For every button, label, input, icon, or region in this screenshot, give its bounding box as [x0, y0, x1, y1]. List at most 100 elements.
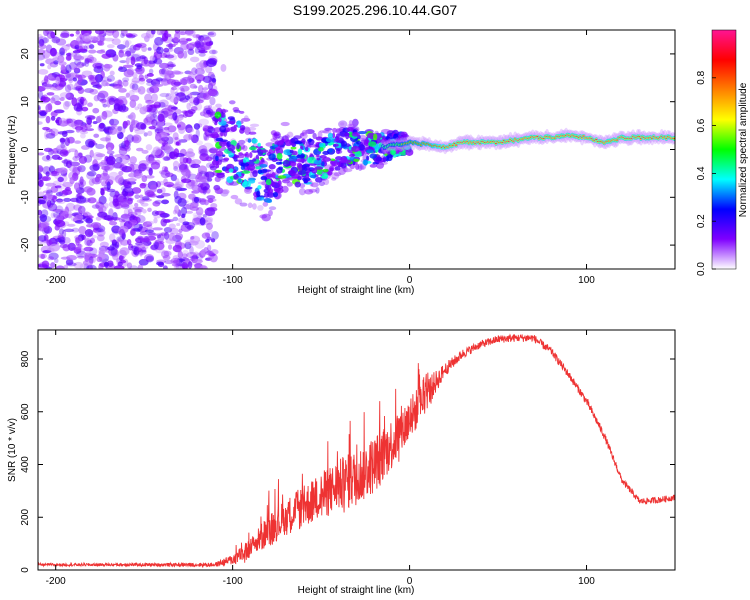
- transition-blob: [221, 189, 230, 195]
- noise-blob: [180, 206, 188, 216]
- noise-blob: [57, 232, 63, 239]
- transition-blob: [332, 127, 338, 133]
- noise-blob: [126, 262, 133, 269]
- noise-blob: [84, 154, 93, 163]
- noise-blob: [179, 31, 187, 36]
- noise-blob: [45, 133, 56, 139]
- noise-blob: [188, 101, 195, 107]
- noise-blob: [66, 117, 72, 122]
- noise-blob: [157, 233, 165, 243]
- noise-blob: [103, 63, 111, 72]
- noise-blob: [194, 67, 205, 76]
- noise-blob: [182, 171, 193, 177]
- noise-blob: [85, 217, 93, 224]
- noise-blob: [97, 90, 109, 99]
- noise-blob: [179, 263, 186, 269]
- noise-blob: [145, 157, 155, 164]
- transition-blob: [348, 119, 353, 127]
- noise-blob: [169, 151, 179, 160]
- noise-blob: [123, 208, 130, 217]
- transition-blob: [308, 188, 317, 193]
- noise-blob: [95, 216, 102, 221]
- transition-blob: [299, 132, 305, 137]
- noise-blob: [46, 31, 55, 40]
- noise-blob: [45, 115, 51, 124]
- noise-blob: [161, 166, 168, 172]
- noise-blob: [175, 116, 184, 121]
- noise-blob: [107, 147, 112, 154]
- noise-blob: [211, 49, 216, 55]
- noise-blob: [109, 243, 119, 249]
- noise-blob: [61, 130, 68, 138]
- noise-blob: [38, 172, 43, 180]
- noise-blob: [86, 171, 95, 180]
- transition-core-blob: [382, 135, 386, 141]
- transition-core-blob: [219, 139, 228, 142]
- noise-blob: [186, 43, 195, 51]
- noise-blob: [74, 219, 84, 224]
- noise-blob: [131, 77, 141, 83]
- noise-blob: [146, 81, 157, 87]
- transition-core-blob: [340, 140, 348, 147]
- noise-blob: [73, 53, 82, 61]
- noise-blob: [101, 180, 108, 187]
- noise-blob: [63, 197, 72, 202]
- noise-blob: [168, 223, 176, 230]
- transition-blob: [249, 123, 260, 128]
- noise-blob: [125, 33, 133, 38]
- noise-blob: [64, 100, 71, 107]
- noise-blob: [138, 163, 147, 172]
- noise-blob: [195, 129, 200, 138]
- noise-blob: [52, 84, 63, 91]
- noise-blob: [175, 85, 180, 91]
- noise-blob: [38, 39, 45, 47]
- transition-core-blob: [256, 196, 265, 201]
- transition-core-blob: [353, 158, 360, 162]
- transition-blob: [268, 206, 277, 211]
- noise-blob: [209, 96, 216, 106]
- noise-blob: [79, 130, 89, 135]
- noise-blob: [39, 110, 47, 117]
- noise-blob: [43, 30, 49, 37]
- noise-blob: [175, 262, 186, 267]
- transition-core-blob: [385, 136, 391, 140]
- transition-core-blob: [309, 174, 317, 179]
- noise-blob: [59, 47, 65, 56]
- heatmap-x-tick-label: -200: [46, 275, 66, 286]
- noise-blob: [38, 105, 41, 111]
- transition-core-blob: [336, 133, 340, 138]
- noise-blob: [119, 199, 130, 208]
- noise-blob: [71, 97, 78, 107]
- noise-blob: [134, 202, 139, 208]
- noise-blob: [51, 154, 61, 160]
- transition-core-blob: [366, 155, 370, 161]
- transition-core-blob: [296, 162, 303, 169]
- noise-blob: [139, 77, 146, 82]
- transition-core-blob: [248, 146, 257, 151]
- noise-blob: [146, 87, 155, 94]
- noise-blob: [207, 198, 217, 202]
- transition-core-blob: [226, 121, 236, 124]
- noise-blob: [162, 255, 171, 261]
- noise-blob: [195, 34, 201, 38]
- noise-blob: [154, 128, 164, 134]
- noise-blob: [197, 165, 208, 175]
- noise-blob: [106, 165, 113, 172]
- noise-blob: [190, 235, 195, 240]
- noise-blob: [84, 229, 94, 237]
- transition-core-blob: [257, 142, 261, 147]
- noise-blob: [144, 93, 153, 102]
- noise-blob: [42, 190, 53, 194]
- transition-core-blob: [265, 173, 273, 178]
- transition-core-blob: [372, 133, 378, 141]
- transition-core-blob: [236, 142, 240, 150]
- noise-blob: [60, 32, 70, 39]
- noise-blob: [205, 41, 213, 47]
- noise-blob: [160, 136, 170, 142]
- noise-blob: [182, 253, 188, 259]
- transition-core-blob: [327, 132, 334, 139]
- noise-blob: [129, 44, 137, 54]
- transition-core-blob: [267, 188, 274, 193]
- noise-blob: [184, 30, 196, 37]
- noise-blob: [48, 252, 59, 260]
